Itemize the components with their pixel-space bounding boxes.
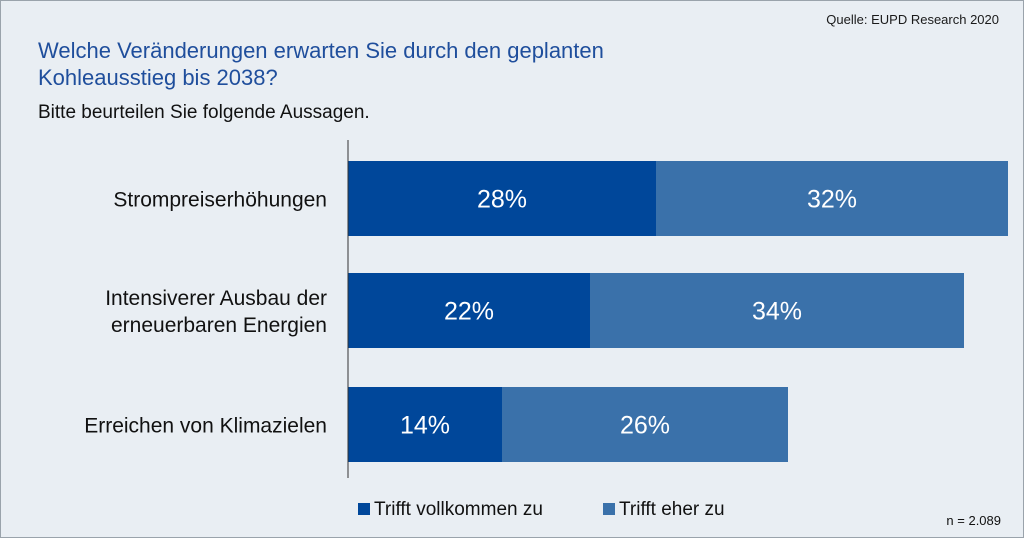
category-label: Intensiverer Ausbau der	[105, 287, 327, 310]
legend-label: Trifft eher zu	[619, 499, 725, 520]
data-label: 34%	[752, 298, 802, 326]
bar-segment	[590, 273, 964, 348]
chart-title: Welche Veränderungen erwarten Sie durch …	[38, 38, 604, 90]
data-label: 22%	[444, 298, 494, 326]
legend-swatch	[358, 503, 370, 515]
source-note: Quelle: EUPD Research 2020	[826, 12, 999, 27]
legend-swatch	[603, 503, 615, 515]
bar-segment	[348, 161, 656, 236]
data-label: 32%	[807, 186, 857, 214]
legend-label: Trifft vollkommen zu	[374, 499, 543, 520]
category-label: Strompreiserhöhungen	[113, 189, 327, 212]
sample-size: n = 2.089	[946, 513, 1001, 528]
data-label: 28%	[477, 186, 527, 214]
bar-segment	[348, 387, 502, 462]
bar-segment	[348, 273, 590, 348]
bar-segment	[656, 161, 1008, 236]
data-label: 14%	[400, 412, 450, 440]
bar-segment	[502, 387, 788, 462]
category-label: erneuerbaren Energien	[111, 314, 327, 337]
category-label: Erreichen von Klimazielen	[84, 415, 327, 438]
chart-subtitle: Bitte beurteilen Sie folgende Aussagen.	[38, 102, 370, 123]
data-label: 26%	[620, 412, 670, 440]
